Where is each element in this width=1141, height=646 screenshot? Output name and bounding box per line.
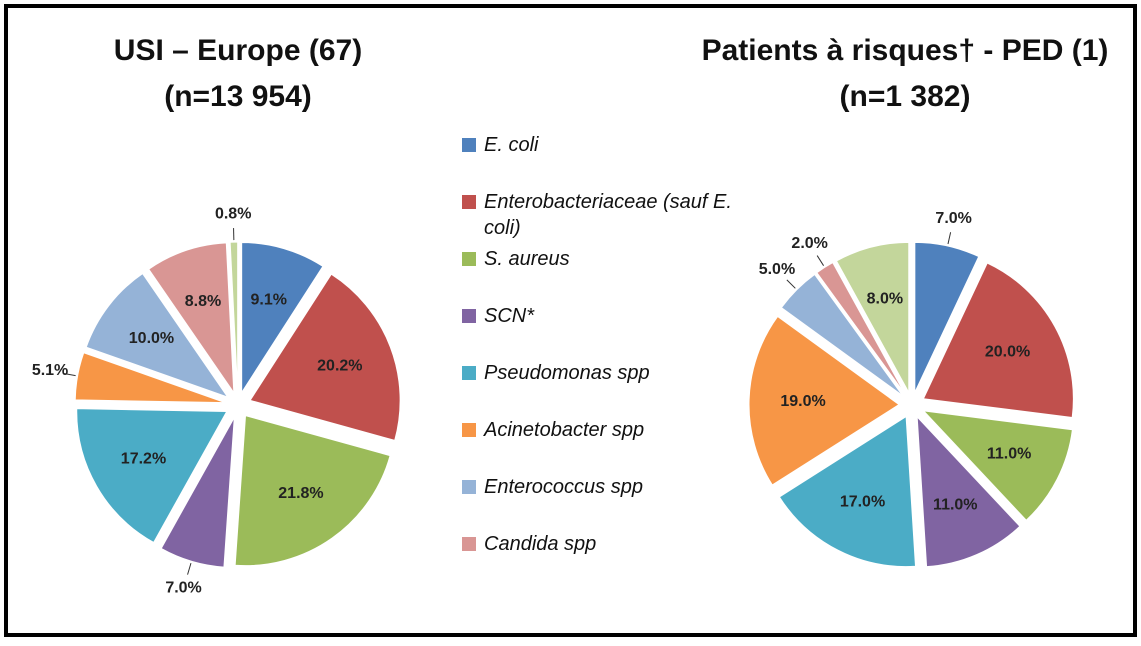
data-label: 21.8% bbox=[278, 485, 323, 502]
leader-line bbox=[947, 232, 952, 245]
data-label: 10.0% bbox=[129, 330, 174, 347]
pie-slice bbox=[234, 414, 391, 567]
legend-swatch bbox=[462, 537, 476, 551]
data-label: 5.1% bbox=[32, 362, 68, 379]
pie-slice bbox=[148, 242, 235, 395]
pie-slice bbox=[922, 410, 1073, 521]
data-label: 8.0% bbox=[867, 291, 903, 308]
pie-slice bbox=[160, 417, 235, 568]
leader-line bbox=[786, 279, 796, 289]
chart-subtitle: (n=1 382) bbox=[840, 80, 971, 113]
chart-title: Patients à risques† - PED (1) bbox=[702, 34, 1109, 67]
legend-entry: Enterobacteriaceae (sauf E. coli) bbox=[462, 189, 732, 241]
pie-slice bbox=[229, 241, 239, 393]
pie-slice bbox=[241, 242, 324, 395]
data-label: 17.2% bbox=[121, 451, 166, 468]
legend-swatch bbox=[462, 252, 476, 266]
legend-entry: Acinetobacter spp bbox=[462, 417, 732, 443]
leader-line bbox=[816, 255, 825, 266]
pie-slice bbox=[748, 315, 900, 486]
legend-label: Candida spp bbox=[484, 533, 597, 555]
data-label: 17.0% bbox=[840, 493, 885, 510]
pie-slice bbox=[85, 272, 229, 399]
data-label: 2.0% bbox=[791, 235, 827, 252]
legend-entry: E. coli bbox=[462, 132, 732, 158]
data-label: 11.0% bbox=[933, 496, 977, 513]
chart-subtitle: (n=13 954) bbox=[164, 80, 312, 113]
pie-slice bbox=[76, 408, 228, 544]
pie-slice bbox=[922, 262, 1074, 419]
data-label: 19.0% bbox=[780, 393, 825, 410]
data-label: 11.0% bbox=[987, 446, 1031, 463]
pie-slice bbox=[916, 415, 1021, 568]
legend-label: E. coli bbox=[484, 134, 539, 156]
data-label: 7.0% bbox=[935, 210, 971, 227]
pie-slice bbox=[74, 352, 226, 404]
legend-entry: Pseudomonas spp bbox=[462, 360, 732, 386]
legend-label: Acinetobacter spp bbox=[484, 419, 645, 441]
legend-label: SCN* bbox=[484, 305, 535, 327]
legend-label: Pseudomonas spp bbox=[484, 362, 650, 384]
data-label: 0.8% bbox=[215, 205, 251, 222]
data-label: 20.0% bbox=[985, 344, 1030, 361]
pie-slice bbox=[778, 415, 917, 568]
legend-label: Enterobacteriaceae (sauf E. coli) bbox=[484, 191, 732, 239]
legend-swatch bbox=[462, 480, 476, 494]
data-label: 9.1% bbox=[251, 292, 287, 309]
legend-swatch bbox=[462, 423, 476, 437]
legend-label: S. aureus bbox=[484, 248, 570, 270]
legend-entry: S. aureus bbox=[462, 246, 732, 272]
data-label: 8.8% bbox=[185, 293, 221, 310]
pie-slice bbox=[816, 261, 906, 395]
legend-entry: Candida spp bbox=[462, 531, 732, 557]
legend-label: Enterococcus spp bbox=[484, 476, 643, 498]
pie-slice bbox=[780, 273, 904, 397]
pie-slice bbox=[835, 241, 910, 393]
pie-slice bbox=[249, 273, 401, 442]
legend-swatch bbox=[462, 138, 476, 152]
legend-swatch bbox=[462, 366, 476, 380]
data-label: 7.0% bbox=[165, 579, 201, 596]
leader-line bbox=[63, 372, 76, 377]
leader-line bbox=[187, 563, 192, 575]
data-label: 20.2% bbox=[317, 357, 362, 374]
legend-swatch bbox=[462, 309, 476, 323]
data-label: 5.0% bbox=[759, 261, 795, 278]
chart-title: USI – Europe (67) bbox=[114, 34, 362, 67]
legend-entry: SCN* bbox=[462, 303, 732, 329]
legend-swatch bbox=[462, 195, 476, 209]
pie-slice bbox=[914, 241, 980, 393]
legend-entry: Enterococcus spp bbox=[462, 474, 732, 500]
